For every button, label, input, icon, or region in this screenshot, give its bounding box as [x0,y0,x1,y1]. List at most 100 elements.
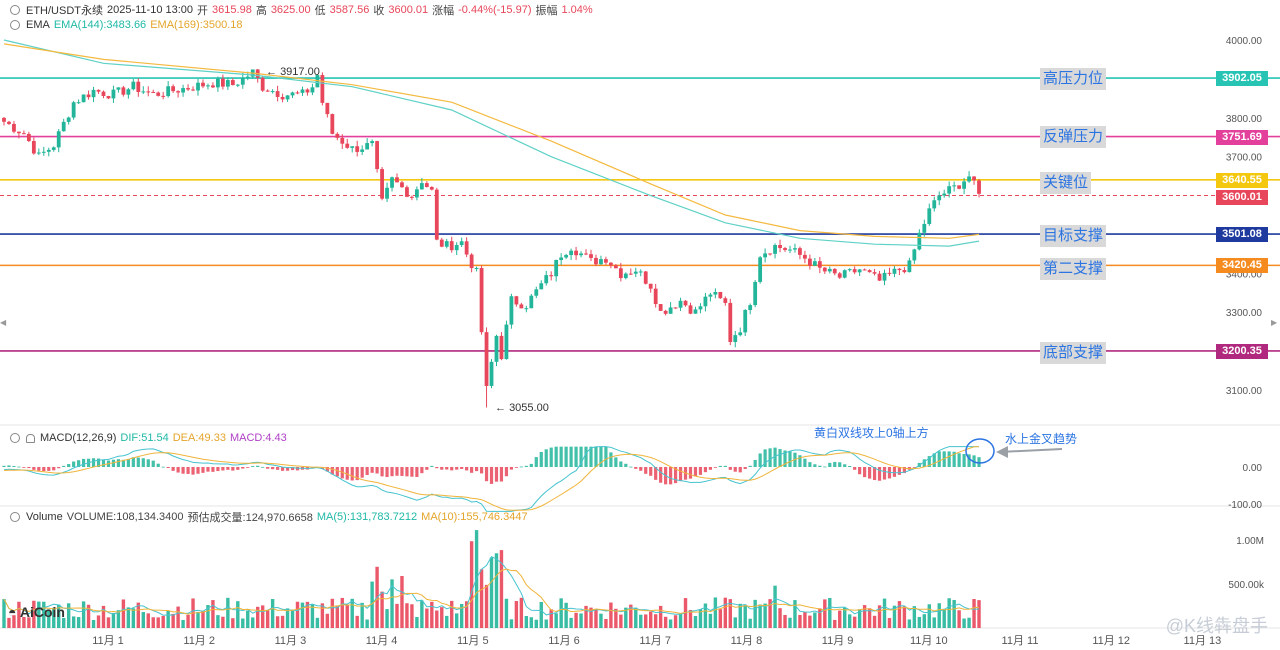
volume-bar [42,601,46,628]
volume-bar [773,585,777,628]
macd-histogram-bar [659,467,663,483]
candle-body [768,253,772,255]
candle-body [131,81,136,90]
volume-bar [584,605,588,628]
eye-icon[interactable] [10,5,20,15]
macd-histogram-bar [723,465,727,467]
candle-body [942,193,947,196]
volume-bar [305,601,310,628]
macd-histogram-bar [574,446,578,467]
volume-bar [410,604,414,628]
macd-histogram-bar [206,467,210,472]
macd-histogram-bar [375,467,379,474]
candle-body [469,254,474,269]
volume-bar [47,609,51,628]
candle-body [962,181,967,189]
candle-body [66,117,71,122]
volume-bar [484,584,489,628]
candle-body [444,241,449,247]
volume-bar [76,617,81,628]
candle-body [245,76,250,78]
volume-bar [156,617,160,628]
candle-body [355,146,360,152]
golden-cross-circle [965,438,995,464]
volume-bar [2,599,6,628]
volume-bar [499,550,504,628]
macd-histogram-bar [743,467,747,469]
volume-bar [71,616,76,628]
macd-histogram-bar [191,467,195,475]
volume-bar [803,612,807,628]
macd-histogram-bar [828,462,832,467]
candle-body [17,131,21,134]
price-tag-target-support: 3501.08 [1216,227,1268,242]
macd-histogram-bar [644,467,648,474]
candle-body [111,89,116,99]
candle-body [46,149,51,152]
volume-bar [489,557,494,628]
macd-histogram-bar [634,467,638,469]
right-scroll-icon[interactable]: ▶ [1271,318,1278,327]
volume-bar [942,608,946,628]
macd-histogram-bar [698,467,703,475]
macd-histogram-bar [221,467,225,471]
candle-body [952,185,957,187]
volume-bar [718,609,723,628]
x-axis-tick: 11月 2 [183,635,215,647]
macd-histogram-bar [728,467,732,470]
candle-body [300,89,305,93]
macd-histogram-bar [131,457,135,467]
volume-bar [211,600,215,628]
volume-bar [340,597,344,628]
candle-body [410,196,414,198]
amp-label: 振幅 [535,5,558,17]
macd-histogram-bar [27,467,31,469]
candle-body [837,273,842,278]
candle-body [71,102,76,118]
candle-body [683,300,688,306]
candle-body [967,176,971,182]
eye-icon[interactable] [10,512,20,522]
macd-histogram-bar [350,467,354,481]
eye-icon[interactable] [10,433,20,443]
volume-bar [370,581,374,628]
bell-icon[interactable] [26,433,35,443]
candle-body [390,177,394,188]
macd-histogram-bar [141,458,145,467]
volume-bar [579,613,583,628]
macd-histogram-bar [738,467,742,473]
macd-histogram-bar [201,467,205,473]
macd-histogram-bar [266,467,270,469]
eye-icon[interactable] [10,20,20,30]
macd-histogram-bar [589,446,593,467]
candle-body [191,89,195,91]
volume-bar [658,605,663,628]
level-label-bottom-support: 底部支撑 [1040,342,1107,364]
candle-body [186,88,190,90]
macd-histogram-bar [649,467,653,476]
macd-histogram-bar [67,464,71,467]
volume-bar [7,617,11,628]
volume-bar [644,614,648,628]
candle-body [852,269,857,273]
candle-body [340,137,345,144]
volume-bar [559,598,563,628]
candle-body [305,89,310,93]
candle-body [171,86,176,92]
low-marker-value: 3055.00 [509,402,549,414]
candle-body [753,281,758,306]
volume-bar [300,602,305,628]
volume-ma10: MA(10):155,746.3447 [421,511,528,523]
candle-body [474,267,479,269]
left-scroll-icon[interactable]: ◀ [0,318,7,327]
candle-body [385,187,389,199]
macd-histogram-bar [226,467,230,470]
macd-histogram-bar [146,459,150,467]
volume-bar [52,607,56,628]
volume-bar [494,553,499,628]
macd-histogram-bar [455,467,459,470]
macd-header: MACD(12,26,9) DIF:51.54 DEA:49.33 MACD:4… [0,430,287,446]
candle-body [216,78,220,88]
macd-histogram-bar [320,467,324,470]
candle-body [116,87,121,90]
